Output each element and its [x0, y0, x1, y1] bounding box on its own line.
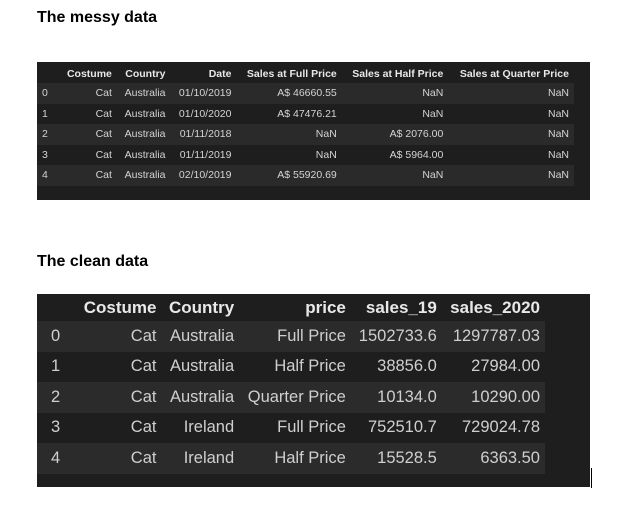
cell-costume: Cat — [130, 448, 157, 467]
cell-costume: Cat — [130, 418, 157, 437]
row-index: 1 — [51, 357, 61, 376]
column-header-country: Country — [168, 297, 235, 317]
table-header-row: Costume Country price sales_19 sales_202… — [37, 294, 545, 321]
row-index: 4 — [42, 169, 48, 182]
cell-costume: Cat — [95, 128, 112, 141]
cell-sales-2020: 27984.00 — [471, 357, 540, 376]
column-header-sales-19: sales_19 — [365, 297, 437, 317]
cell-price: Half Price — [274, 357, 346, 376]
table-row: 0 Cat Australia 01/10/2019 A$ 46660.55 N… — [37, 83, 574, 104]
table-row: 4 Cat Ireland Half Price 15528.5 6363.50 — [37, 443, 545, 474]
cell-country: Ireland — [183, 418, 235, 437]
cell-sales-quarter: NaN — [547, 107, 569, 120]
column-header-index — [37, 294, 76, 321]
cell-price: Quarter Price — [247, 387, 346, 406]
cell-sales-full: NaN — [315, 128, 337, 141]
column-header-country: Country — [125, 67, 166, 80]
row-index: 3 — [42, 148, 48, 161]
cell-sales-19: 752510.7 — [367, 418, 437, 437]
cell-costume: Cat — [130, 326, 157, 345]
column-header-price: price — [305, 297, 346, 317]
cell-sales-19: 10134.0 — [377, 387, 437, 406]
cell-sales-2020: 10290.00 — [471, 387, 540, 406]
column-header-costume: Costume — [83, 297, 157, 317]
column-header-date: Date — [208, 67, 232, 80]
table-header-row: Costume Country Date Sales at Full Price… — [37, 64, 574, 83]
cell-price: Full Price — [277, 326, 346, 345]
cell-costume: Cat — [95, 169, 112, 182]
cell-country: Australia — [124, 128, 166, 141]
cell-sales-quarter: NaN — [547, 148, 569, 161]
column-header-sales-quarter: Sales at Quarter Price — [459, 67, 569, 80]
cell-sales-2020: 6363.50 — [480, 448, 540, 467]
cell-date: 01/11/2019 — [179, 148, 232, 161]
cell-country: Australia — [124, 87, 166, 100]
table-row: 2 Cat Australia Quarter Price 10134.0 10… — [37, 382, 545, 413]
column-header-index — [37, 64, 59, 83]
row-index: 3 — [51, 418, 61, 437]
cell-price: Half Price — [274, 448, 346, 467]
cell-sales-half: NaN — [422, 107, 444, 120]
messy-dataframe-table: Costume Country Date Sales at Full Price… — [37, 64, 574, 186]
cell-sales-19: 15528.5 — [377, 448, 437, 467]
cell-sales-quarter: NaN — [547, 87, 569, 100]
cell-sales-full: A$ 47476.21 — [277, 107, 337, 120]
cell-costume: Cat — [95, 87, 112, 100]
clean-dataframe-table: Costume Country price sales_19 sales_202… — [37, 294, 545, 474]
cell-sales-quarter: NaN — [547, 128, 569, 141]
cell-costume: Cat — [95, 107, 112, 120]
cell-sales-quarter: NaN — [547, 169, 569, 182]
cell-costume: Cat — [95, 148, 112, 161]
table-row: 1 Cat Australia 01/10/2020 A$ 47476.21 N… — [37, 103, 574, 124]
column-header-sales-full: Sales at Full Price — [246, 67, 337, 80]
cell-country: Australia — [124, 148, 166, 161]
row-index: 4 — [51, 448, 61, 467]
column-header-sales-half: Sales at Half Price — [352, 67, 444, 80]
messy-data-heading: The messy data — [37, 9, 158, 26]
cell-price: Full Price — [277, 418, 346, 437]
cell-country: Australia — [124, 169, 166, 182]
clean-dataframe-output: Costume Country price sales_19 sales_202… — [37, 294, 590, 487]
column-header-sales-2020: sales_2020 — [450, 297, 540, 317]
table-row: 4 Cat Australia 02/10/2019 A$ 55920.69 N… — [37, 165, 574, 186]
cell-country: Australia — [169, 326, 235, 345]
cell-sales-2020: 1297787.03 — [452, 326, 540, 345]
cell-costume: Cat — [130, 357, 157, 376]
cell-sales-half: NaN — [422, 87, 444, 100]
cell-sales-full: A$ 55920.69 — [277, 169, 337, 182]
row-index: 0 — [42, 87, 48, 100]
cell-sales-half: NaN — [422, 169, 444, 182]
cell-country: Australia — [169, 387, 235, 406]
cell-sales-half: A$ 2076.00 — [389, 128, 444, 141]
cell-country: Australia — [124, 107, 166, 120]
cell-sales-half: A$ 5964.00 — [389, 148, 444, 161]
table-row: 3 Cat Ireland Full Price 752510.7 729024… — [37, 412, 545, 443]
clean-data-heading: The clean data — [37, 253, 149, 270]
cell-country: Ireland — [183, 448, 235, 467]
cell-date: 01/10/2019 — [178, 87, 232, 100]
row-index: 2 — [42, 128, 48, 141]
column-header-costume: Costume — [66, 67, 112, 80]
cell-sales-2020: 729024.78 — [462, 418, 540, 437]
cell-date: 01/11/2018 — [179, 128, 232, 141]
table-row: 3 Cat Australia 01/11/2019 NaN A$ 5964.0… — [37, 144, 574, 165]
table-row: 1 Cat Australia Half Price 38856.0 27984… — [37, 351, 545, 382]
row-index: 2 — [51, 387, 61, 406]
cell-sales-full: A$ 46660.55 — [277, 87, 337, 100]
cell-costume: Cat — [130, 387, 157, 406]
text-cursor — [591, 468, 592, 488]
cell-sales-19: 38856.0 — [377, 357, 437, 376]
messy-dataframe-output: Costume Country Date Sales at Full Price… — [37, 62, 590, 200]
cell-sales-19: 1502733.6 — [358, 326, 437, 345]
table-row: 2 Cat Australia 01/11/2018 NaN A$ 2076.0… — [37, 124, 574, 145]
cell-country: Australia — [169, 357, 235, 376]
row-index: 1 — [42, 107, 48, 120]
cell-sales-full: NaN — [315, 148, 337, 161]
table-row: 0 Cat Australia Full Price 1502733.6 129… — [37, 321, 545, 352]
cell-date: 01/10/2020 — [178, 107, 232, 120]
row-index: 0 — [51, 326, 61, 345]
cell-date: 02/10/2019 — [178, 169, 232, 182]
